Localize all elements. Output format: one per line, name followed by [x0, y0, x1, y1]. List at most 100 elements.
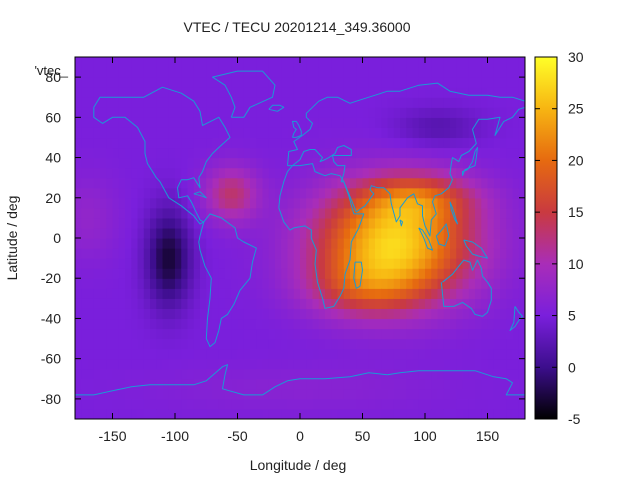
heatmap-cell	[368, 258, 376, 269]
heatmap-cell	[487, 107, 495, 118]
heatmap-cell	[400, 177, 407, 189]
heatmap-cell	[312, 207, 320, 219]
heatmap-cell	[350, 338, 357, 350]
heatmap-cell	[112, 97, 120, 108]
heatmap-cell	[512, 408, 520, 419]
heatmap-cell	[243, 298, 251, 309]
heatmap-cell	[175, 207, 182, 219]
heatmap-cell	[356, 258, 364, 269]
heatmap-cell	[512, 328, 520, 340]
heatmap-cell	[206, 127, 214, 139]
heatmap-cell	[150, 97, 157, 108]
heatmap-cell	[112, 368, 120, 380]
heatmap-cell	[393, 217, 401, 229]
heatmap-cell	[443, 127, 451, 139]
heatmap-cell	[93, 177, 101, 189]
heatmap-cell	[287, 408, 295, 419]
heatmap-cell	[412, 358, 420, 370]
heatmap-cell	[200, 318, 207, 330]
coastline	[287, 106, 525, 237]
heatmap-cell	[200, 268, 207, 279]
heatmap-cell	[506, 318, 514, 330]
heatmap-cell	[487, 348, 495, 360]
heatmap-cell	[450, 207, 457, 219]
heatmap-cell	[200, 97, 207, 108]
heatmap-cell	[168, 77, 176, 88]
heatmap-cell	[300, 87, 307, 98]
heatmap-cell	[406, 87, 414, 98]
heatmap-cell	[343, 378, 351, 390]
heatmap-cell	[325, 97, 332, 108]
heatmap-cell	[225, 338, 232, 350]
heatmap-cell	[325, 107, 332, 118]
heatmap-cell	[381, 147, 389, 159]
heatmap-cell	[343, 217, 351, 229]
heatmap-cell	[106, 398, 114, 410]
heatmap-cell	[287, 157, 295, 169]
heatmap-cell	[400, 338, 407, 350]
heatmap-cell	[87, 127, 95, 139]
heatmap-cell	[193, 318, 201, 330]
heatmap-cell	[443, 308, 451, 320]
heatmap-cell	[512, 167, 520, 179]
heatmap-cell	[375, 408, 382, 419]
heatmap-cell	[181, 177, 189, 189]
heatmap-cell	[406, 117, 414, 128]
heatmap-cell	[231, 348, 239, 360]
heatmap-cell	[162, 157, 170, 169]
heatmap-cell	[275, 187, 282, 199]
heatmap-cell	[387, 87, 395, 98]
heatmap-cell	[143, 268, 151, 279]
heatmap-cell	[168, 117, 176, 128]
heatmap-cell	[350, 117, 357, 128]
heatmap-cell	[350, 177, 357, 189]
heatmap-cell	[425, 348, 432, 360]
heatmap-cell	[500, 87, 507, 98]
heatmap-cell	[456, 147, 464, 159]
heatmap-cell	[250, 378, 257, 390]
heatmap-cell	[493, 147, 501, 159]
heatmap-cell	[343, 368, 351, 380]
heatmap-cell	[506, 127, 514, 139]
heatmap-cell	[412, 348, 420, 360]
heatmap-cell	[193, 328, 201, 340]
heatmap-cell	[475, 258, 482, 269]
heatmap-cell	[150, 187, 157, 199]
heatmap-cell	[212, 137, 220, 149]
heatmap-cell	[312, 408, 320, 419]
heatmap-cell	[250, 207, 257, 219]
heatmap-cell	[125, 388, 132, 400]
heatmap-cell	[125, 107, 132, 118]
heatmap-cell	[293, 258, 301, 269]
heatmap-cell	[518, 177, 525, 189]
heatmap-cell	[275, 87, 282, 98]
heatmap-cell	[400, 358, 407, 370]
heatmap-cell	[131, 408, 139, 419]
heatmap-cell	[237, 117, 245, 128]
heatmap-cell	[450, 147, 457, 159]
heatmap-cell	[425, 328, 432, 340]
heatmap-cell	[237, 207, 245, 219]
heatmap-cell	[456, 227, 464, 239]
heatmap-cell	[81, 308, 89, 320]
coastline	[399, 219, 403, 227]
heatmap-cell	[268, 97, 276, 108]
heatmap-cell	[181, 187, 189, 199]
heatmap-cell	[475, 238, 482, 249]
heatmap-cell	[156, 87, 164, 98]
heatmap-cell	[237, 87, 245, 98]
heatmap-cell	[281, 268, 289, 279]
heatmap-cell	[162, 227, 170, 239]
heatmap-cell	[300, 408, 307, 419]
heatmap-cell	[293, 137, 301, 149]
heatmap-cell	[318, 57, 326, 68]
heatmap-cell	[281, 77, 289, 88]
y-tick-label: 40	[45, 150, 61, 166]
heatmap-cell	[356, 278, 364, 289]
heatmap-cell	[212, 147, 220, 159]
heatmap-cell	[487, 187, 495, 199]
heatmap-cell	[337, 298, 345, 309]
heatmap-cell	[512, 137, 520, 149]
heatmap-cell	[337, 308, 345, 320]
heatmap-cell	[243, 97, 251, 108]
